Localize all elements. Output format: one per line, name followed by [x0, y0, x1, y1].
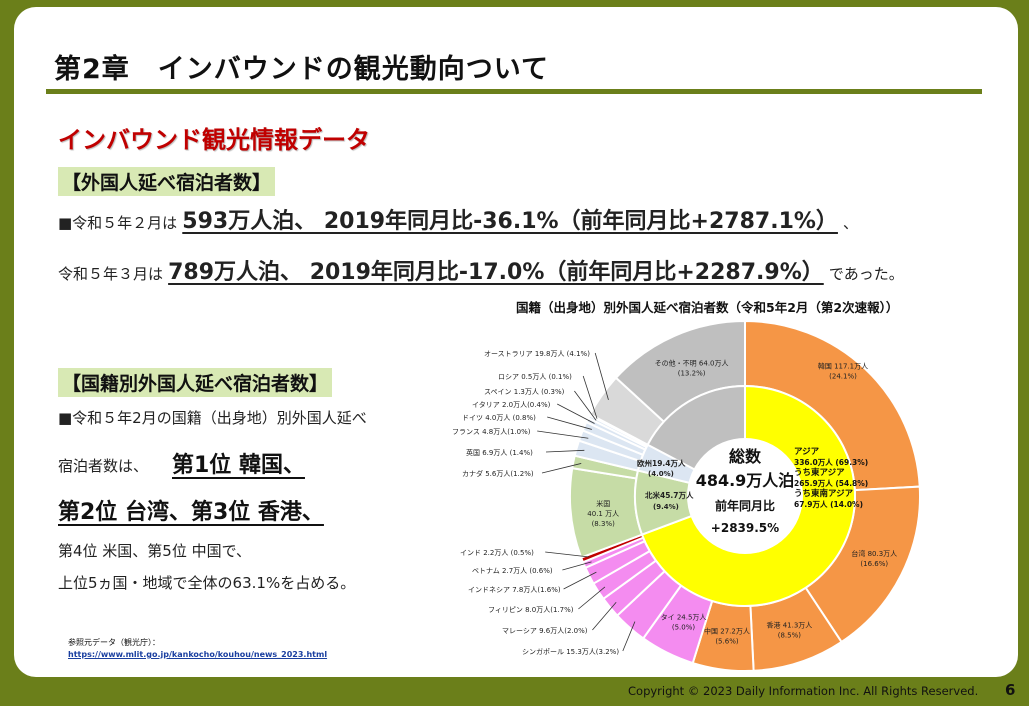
- rank-second-third: 第2位 台湾、第3位 香港、: [58, 500, 324, 525]
- taiwan-pct: (16.6%): [860, 560, 888, 568]
- korea-label: 韓国 117.1万人: [818, 362, 868, 371]
- center-yoy-value: +2839.5%: [711, 521, 779, 535]
- russia-label: ロシア 0.5万人 (0.1%): [498, 373, 572, 381]
- copyright: Copyright © 2023 Daily Information Inc. …: [628, 684, 979, 698]
- page-number: 6: [1005, 681, 1016, 699]
- other-pct: (13.2%): [678, 370, 706, 378]
- china-pct: (5.6%): [715, 637, 739, 645]
- page-title: 第2章 インバウンドの観光動向ついて: [54, 54, 549, 85]
- singapore-label: シンガポール 15.3万人(3.2%): [522, 647, 619, 656]
- philippines-label: フィリピン 8.0万人(1.7%): [488, 606, 574, 614]
- philippines-leader: [578, 586, 606, 610]
- rank-first: 第1位 韓国、: [172, 453, 305, 478]
- asia-breakdown-1: アジア: [794, 447, 820, 457]
- vietnam-label: ベトナム 2.7万人 (0.6%): [472, 567, 553, 575]
- asia-breakdown-4: 265.9万人 (54.8%): [794, 479, 868, 488]
- india-leader: [545, 551, 590, 558]
- singapore-leader: [622, 621, 636, 652]
- inner-pct-europe: (4.0%): [648, 470, 674, 478]
- overnight-stays-label: 【外国人延べ宿泊者数】: [58, 167, 276, 196]
- usa-pct: (8.3%): [592, 520, 616, 528]
- germany-leader: [547, 416, 592, 430]
- australia-leader: [594, 352, 609, 400]
- chart-title: 国籍（出身地）別外国人延べ宿泊者数（令和5年2月（第2次速報））: [516, 300, 899, 315]
- march-suffix: であった。: [828, 265, 904, 283]
- nationality-text-1: ■令和５年2月の国籍（出身地）別外国人延べ: [58, 409, 367, 427]
- march-prefix: 令和５年３月は: [58, 265, 164, 283]
- italy-leader: [557, 403, 595, 424]
- malaysia-label: マレーシア 9.6万人(2.0%): [502, 627, 588, 635]
- february-prefix: ■令和５年２月は: [58, 214, 178, 232]
- march-figures: 789万人泊、 2019年同月比-17.0%（前年同月比+2287.9%）: [168, 260, 824, 285]
- france-leader: [537, 430, 589, 439]
- march-summary: 令和５年３月は 789万人泊、 2019年同月比-17.0%（前年同月比+228…: [58, 254, 904, 286]
- february-suffix: 、: [843, 214, 859, 232]
- february-figures: 593万人泊、 2019年同月比-36.1%（前年同月比+2787.1%）: [182, 209, 838, 234]
- italy-label: イタリア 2.0万人(0.4%): [472, 400, 551, 409]
- reference-link[interactable]: https://www.mlit.go.jp/kankocho/kouhou/n…: [68, 650, 328, 659]
- center-disc: [687, 438, 803, 554]
- asia-breakdown-6: 67.9万人 (14.0%): [794, 500, 863, 509]
- uk-label: 英国 6.9万人 (1.4%): [466, 448, 533, 457]
- february-summary: ■令和５年２月は 593万人泊、 2019年同月比-36.1%（前年同月比+27…: [58, 203, 858, 235]
- thailand-pct: (5.0%): [672, 624, 696, 632]
- nationality-text-3: 第4位 米国、第5位 中国で、: [58, 542, 252, 560]
- asia-breakdown-2: 336.0万人 (69.3%): [794, 458, 868, 467]
- reference: 参照元データ（観光庁）： https://www.mlit.go.jp/kank…: [68, 637, 327, 661]
- hongkong-pct: (8.5%): [778, 631, 802, 639]
- indonesia-leader: [563, 571, 597, 590]
- indonesia-label: インドネシア 7.8万人(1.6%): [468, 586, 561, 594]
- slide: 第2章 インバウンドの観光動向ついて インバウンド観光情報データ 【外国人延べ宿…: [14, 7, 1018, 677]
- center-total-value: 484.9万人泊: [696, 471, 795, 490]
- india-label: インド 2.2万人 (0.5%): [460, 549, 534, 557]
- usa-label: 米国: [596, 499, 610, 508]
- section-heading: インバウンド観光情報データ: [58, 126, 370, 154]
- inner-label-north-america: 北米45.7万人: [645, 490, 694, 500]
- canada-leader: [541, 463, 582, 474]
- reference-label: 参照元データ（観光庁）：: [68, 638, 160, 647]
- nationality-text-2: 宿泊者数は、: [58, 457, 149, 475]
- inner-pct-north-america: (9.4%): [653, 503, 679, 511]
- spain-leader: [574, 390, 597, 421]
- germany-label: ドイツ 4.0万人 (0.8%): [462, 414, 536, 422]
- usa-label2: 40.1 万人: [587, 510, 619, 518]
- title-divider: [46, 89, 982, 94]
- vietnam-leader: [562, 561, 592, 571]
- taiwan-label: 台湾 80.3万人: [851, 549, 897, 558]
- korea-pct: (24.1%): [829, 373, 857, 381]
- malaysia-leader: [592, 602, 617, 631]
- canada-label: カナダ 5.6万人(1.2%): [462, 469, 534, 478]
- center-total-label: 総数: [729, 447, 762, 466]
- other-label: その他・不明 64.0万人: [655, 359, 729, 368]
- australia-label: オーストラリア 19.8万人 (4.1%): [484, 350, 590, 358]
- hongkong-label: 香港 41.3万人: [766, 620, 812, 629]
- thailand-label: タイ 24.5万人: [661, 613, 707, 622]
- inner-label-europe: 欧州19.4万人: [637, 458, 686, 468]
- spain-label: スペイン 1.3万人 (0.3%): [484, 388, 565, 396]
- uk-leader: [545, 449, 585, 453]
- france-label: フランス 4.8万人(1.0%): [452, 428, 531, 436]
- asia-breakdown-5: うち東南アジア: [794, 488, 854, 499]
- nationality-text-4: 上位5ヵ国・地域で全体の63.1%を占める。: [58, 574, 356, 592]
- asia-breakdown-3: うち東アジア: [794, 467, 845, 478]
- center-yoy-label: 前年同月比: [715, 498, 775, 513]
- china-label: 中国 27.2万人: [704, 626, 750, 635]
- nationality-label: 【国籍別外国人延べ宿泊者数】: [58, 368, 333, 397]
- russia-leader: [582, 375, 598, 419]
